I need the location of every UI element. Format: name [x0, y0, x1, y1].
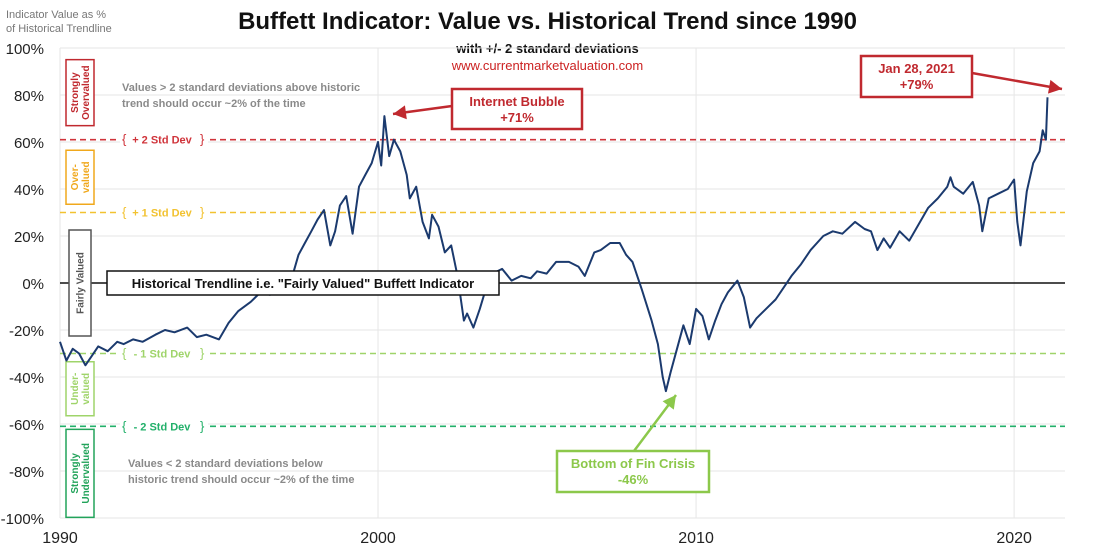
- y-tick-label: -60%: [9, 417, 44, 434]
- std-dev-label-bg: [120, 418, 208, 435]
- buffett-indicator-line: [59, 97, 1049, 393]
- zone-label: StronglyOvervalued: [70, 65, 92, 119]
- std-dev-label: - 1 Std Dev: [134, 349, 192, 361]
- annotation-value: +71%: [500, 110, 534, 125]
- annotation-value: +79%: [900, 77, 934, 92]
- std-dev-brace: }: [200, 132, 205, 147]
- zone-label-line: valued: [81, 161, 92, 193]
- zone-label-line: Undervalued: [81, 443, 92, 504]
- annotation-arrow-head: [393, 105, 407, 120]
- y-tick-label: -80%: [9, 464, 44, 481]
- zone-box: [65, 428, 95, 519]
- zone-box: [65, 361, 95, 417]
- x-tick-label: 2010: [678, 530, 714, 547]
- annotation-label: Internet Bubble: [469, 94, 564, 109]
- y-tick-label: -40%: [9, 370, 44, 387]
- y-tick-label: -20%: [9, 323, 44, 340]
- std-dev-brace: {: [122, 418, 127, 433]
- zone-label-line: Fairly Valued: [76, 252, 87, 314]
- zone-box: [65, 149, 95, 205]
- annotation-arrow-head: [1047, 79, 1062, 94]
- x-tick-label: 2000: [360, 530, 396, 547]
- annotation-box: [450, 87, 584, 131]
- y-tick-label: 0%: [22, 276, 44, 293]
- y-axis-title: Indicator Value as % of Historical Trend…: [6, 8, 146, 36]
- note-line: historic trend should occur ~2% of the t…: [128, 474, 354, 486]
- std-dev-label-bg: [120, 345, 208, 362]
- annotation-label: Jan 28, 2021: [878, 61, 955, 76]
- zone-box: [68, 229, 92, 337]
- zone-label-line: valued: [81, 373, 92, 405]
- note-line: trend should occur ~2% of the time: [122, 98, 306, 110]
- trendline-label: Historical Trendline i.e. "Fairly Valued…: [132, 276, 474, 291]
- source-link[interactable]: www.currentmarketvaluation.com: [451, 58, 644, 73]
- y-tick-label: 100%: [6, 41, 44, 58]
- std-dev-label-bg: [120, 204, 208, 221]
- chart-title: Buffett Indicator: Value vs. Historical …: [238, 8, 857, 35]
- std-dev-brace: {: [122, 205, 127, 220]
- zone-label-line: Overvalued: [81, 65, 92, 119]
- y-tick-label: 20%: [14, 229, 44, 246]
- annotation-box: [555, 449, 711, 494]
- note-line: Values > 2 standard deviations above his…: [122, 82, 360, 94]
- y-tick-label: 80%: [14, 88, 44, 105]
- y-tick-label: 60%: [14, 135, 44, 152]
- zone-label: Over-valued: [70, 161, 92, 193]
- annotation-arrow-line: [971, 71, 1063, 91]
- y-tick-label: 40%: [14, 182, 44, 199]
- zone-label: Fairly Valued: [76, 252, 87, 314]
- std-dev-brace: {: [122, 346, 127, 361]
- zone-label: StronglyUndervalued: [70, 443, 92, 504]
- annotation-box: [859, 54, 974, 99]
- annotation-value: -46%: [618, 472, 649, 487]
- std-dev-brace: }: [200, 418, 205, 433]
- std-dev-brace: }: [200, 346, 205, 361]
- std-dev-label-bg: [120, 131, 208, 148]
- zone-label-line: Strongly: [70, 72, 81, 113]
- zone-label-line: Under-: [70, 373, 81, 405]
- trendline-label-box: [106, 270, 500, 296]
- y-axis-title-line2: of Historical Trendline: [6, 23, 112, 35]
- zone-box: [65, 58, 95, 127]
- x-tick-label: 1990: [42, 530, 78, 547]
- std-dev-label: + 1 Std Dev: [132, 208, 192, 220]
- y-axis-title-line1: Indicator Value as %: [6, 9, 107, 21]
- x-tick-label: 2020: [996, 530, 1032, 547]
- note-line: Values < 2 standard deviations below: [128, 458, 323, 470]
- zone-label: Under-valued: [70, 373, 92, 405]
- annotation-arrow-head: [662, 395, 676, 410]
- std-dev-label: + 2 Std Dev: [132, 135, 192, 147]
- std-dev-brace: {: [122, 132, 127, 147]
- zone-label-line: Over-: [70, 164, 81, 190]
- zone-label-line: Strongly: [70, 453, 81, 494]
- std-dev-brace: }: [200, 205, 205, 220]
- std-dev-label: - 2 Std Dev: [134, 421, 192, 433]
- annotation-label: Bottom of Fin Crisis: [571, 456, 695, 471]
- y-tick-label: -100%: [1, 511, 44, 528]
